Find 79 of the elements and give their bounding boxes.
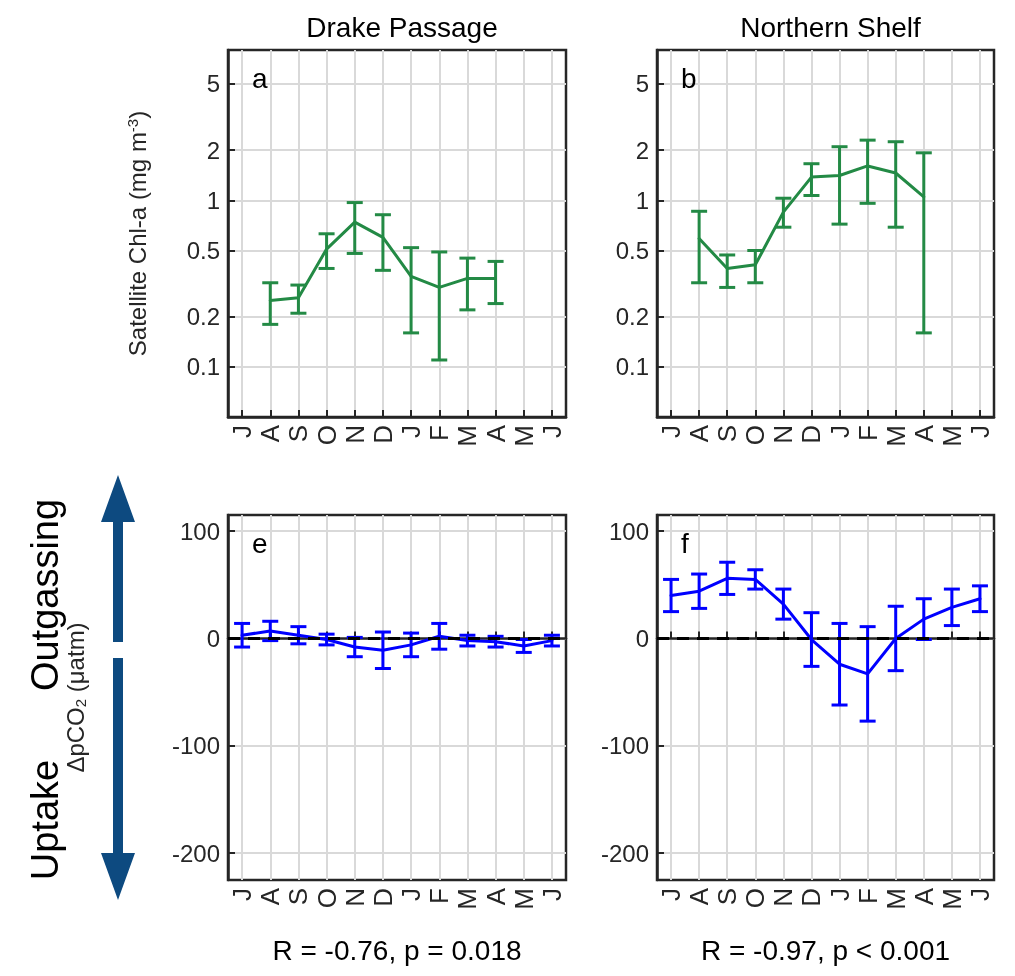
text: R = -0.97, p < 0.001 (700, 934, 951, 966)
y-tick-label: 0.5 (615, 236, 649, 264)
x-tick-label: O (311, 888, 342, 909)
y-tick-label: 0.2 (615, 303, 649, 331)
y-tick-label: 0.1 (615, 353, 649, 381)
x-tick-label: M (880, 425, 911, 447)
x-tick-label: J (227, 888, 258, 901)
x-tick-label: J (964, 425, 995, 438)
text: Outgassing (24, 498, 66, 692)
x-tick-label: J (824, 888, 855, 901)
x-tick-label: M (508, 425, 539, 447)
x-tick-label: J (536, 425, 567, 438)
x-tick-label: O (311, 425, 342, 446)
x-tick-label: A (480, 424, 511, 443)
x-tick-label: M (880, 888, 911, 910)
y-tick-label: 5 (635, 70, 649, 98)
y-tick-label: 100 (179, 517, 220, 545)
x-tick-label: N (768, 425, 799, 444)
y-tick-label: 0 (635, 624, 649, 652)
y-tick-label: -200 (171, 839, 220, 867)
y-tick-label: -200 (600, 839, 649, 867)
y-tick-label: 0.1 (186, 353, 220, 381)
x-tick-label: M (452, 425, 483, 447)
y-tick-label: -100 (600, 732, 649, 760)
chart-title: Drake Passage (306, 11, 498, 43)
x-tick-label: O (740, 888, 771, 909)
x-tick-label: F (852, 888, 883, 904)
y-tick-label: 2 (635, 136, 649, 164)
y-tick-label: 2 (206, 136, 220, 164)
x-tick-label: J (656, 425, 687, 438)
x-tick-label: F (852, 425, 883, 441)
x-tick-label: J (824, 425, 855, 438)
y-tick-label: -100 (171, 732, 220, 760)
x-tick-label: J (656, 888, 687, 901)
text: R = -0.76, p = 0.018 (272, 934, 522, 966)
x-tick-label: J (964, 888, 995, 901)
annotation: a (252, 62, 268, 94)
x-tick-label: F (424, 425, 455, 441)
x-tick-label: A (480, 887, 511, 906)
x-tick-label: M (936, 425, 967, 447)
x-tick-label: O (740, 425, 771, 446)
x-tick-label: S (283, 425, 314, 443)
x-tick-label: M (452, 888, 483, 910)
x-tick-label: J (396, 888, 427, 901)
x-tick-label: A (908, 424, 939, 443)
y-tick-label: 0 (206, 624, 220, 652)
x-tick-label: J (536, 888, 567, 901)
y-tick-label: 1 (635, 186, 649, 214)
x-tick-label: A (255, 887, 286, 906)
x-tick-label: S (712, 888, 743, 906)
y-tick-label: 5 (206, 70, 220, 98)
x-tick-label: A (908, 887, 939, 906)
x-tick-label: D (796, 888, 827, 907)
annotation: e (252, 527, 268, 559)
annotation: b (681, 62, 697, 94)
x-tick-label: D (796, 425, 827, 444)
x-tick-label: A (684, 887, 715, 906)
y-tick-label: 1 (206, 186, 220, 214)
annotation: f (681, 527, 689, 559)
x-tick-label: J (396, 425, 427, 438)
x-tick-label: F (424, 888, 455, 904)
x-tick-label: J (227, 425, 258, 438)
y-axis-title: Satellite Chl-a (mg m-3) (124, 110, 151, 357)
y-tick-label: 0.2 (186, 303, 220, 331)
x-tick-label: N (768, 888, 799, 907)
x-tick-label: N (339, 425, 370, 444)
x-tick-label: D (367, 888, 398, 907)
x-tick-label: A (255, 424, 286, 443)
x-tick-label: M (936, 888, 967, 910)
x-tick-label: M (508, 888, 539, 910)
y-tick-label: 100 (608, 517, 649, 545)
y-tick-label: 0.5 (186, 236, 220, 264)
x-tick-label: N (339, 888, 370, 907)
x-tick-label: S (712, 425, 743, 443)
text: Uptake (24, 759, 66, 881)
x-tick-label: S (283, 888, 314, 906)
x-tick-label: A (684, 424, 715, 443)
x-tick-label: D (367, 425, 398, 444)
chart-title: Northern Shelf (740, 11, 921, 43)
